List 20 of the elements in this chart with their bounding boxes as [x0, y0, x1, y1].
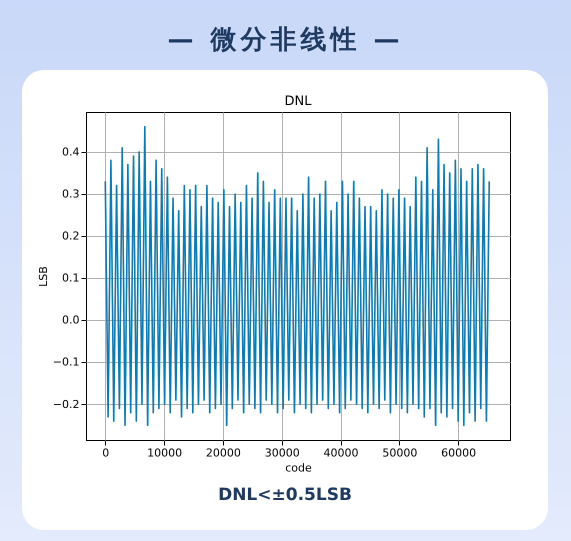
- x-tick-label: 60000: [441, 446, 476, 460]
- y-tick-label: 0.2: [62, 230, 80, 243]
- chart-subtitle: DNL: [284, 94, 312, 109]
- y-tick-label: −0.1: [52, 356, 80, 369]
- y-tick-label: −0.2: [52, 398, 80, 411]
- y-axis-title: LSB: [36, 266, 50, 287]
- y-tick-label: 0.1: [62, 272, 80, 285]
- x-tick-label: 20000: [206, 446, 241, 460]
- x-tick-label: 0: [102, 446, 110, 460]
- y-tick-label: 0.4: [62, 145, 80, 158]
- y-tick-label: 0.3: [62, 188, 80, 200]
- x-axis-title: code: [285, 462, 312, 474]
- y-tick-label: 0.0: [62, 314, 80, 327]
- text: DNL<±0.5LSB: [217, 485, 353, 505]
- chart-title: — 微分非线性 —: [166, 24, 405, 57]
- x-tick-label: 30000: [264, 446, 300, 460]
- x-tick-label: 10000: [147, 446, 182, 460]
- line-series: [104, 126, 490, 426]
- x-tick-label: 50000: [382, 446, 418, 460]
- x-tick-label: 40000: [324, 446, 359, 460]
